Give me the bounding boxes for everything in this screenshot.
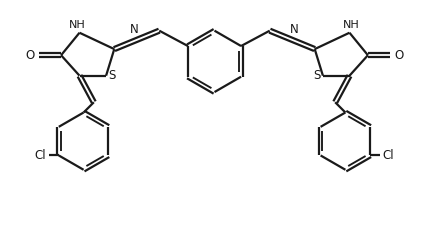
Text: O: O (26, 49, 35, 62)
Text: Cl: Cl (35, 149, 46, 162)
Text: N: N (290, 23, 299, 36)
Text: NH: NH (343, 20, 360, 30)
Text: S: S (313, 69, 320, 82)
Text: S: S (109, 69, 116, 82)
Text: N: N (130, 23, 139, 36)
Text: Cl: Cl (383, 149, 394, 162)
Text: NH: NH (69, 20, 86, 30)
Text: O: O (394, 49, 403, 62)
